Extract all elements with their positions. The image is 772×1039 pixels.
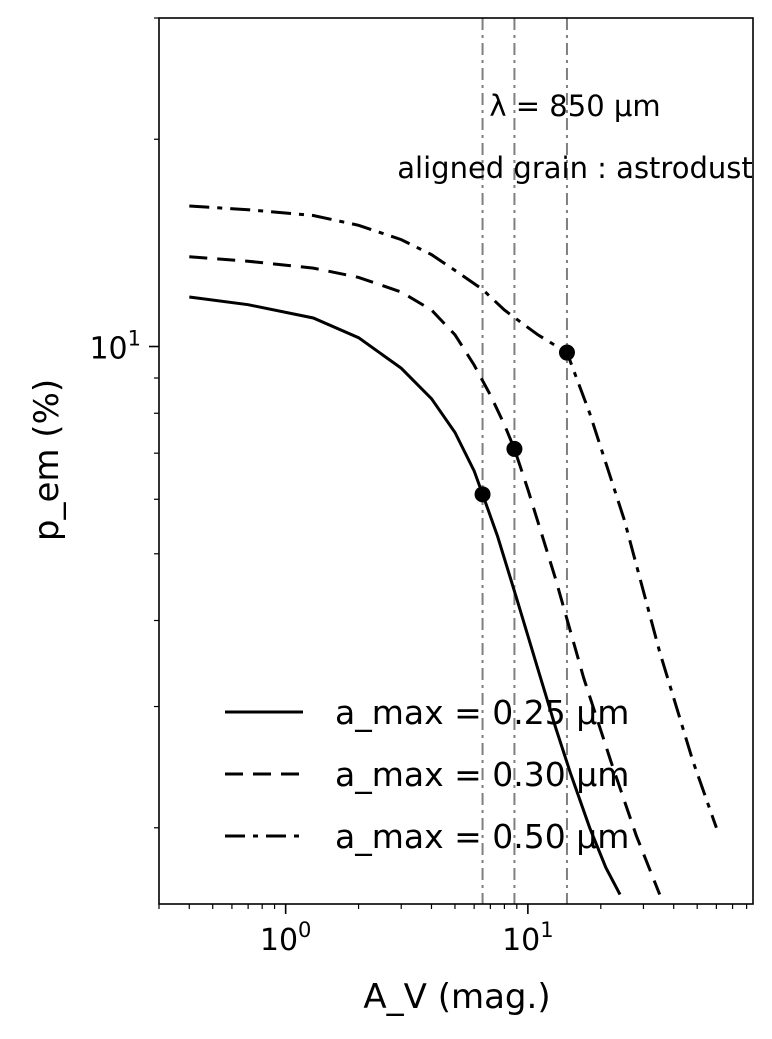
y-axis-label: p_em (%) (27, 379, 67, 541)
series-line-dashed (189, 255, 662, 896)
marker-point-0 (474, 486, 491, 503)
x-tick-label-0: 100 (260, 918, 312, 958)
annotation-wavelength: λ = 850 μm (489, 89, 660, 123)
marker-point-1 (506, 440, 523, 457)
plot-frame (158, 17, 754, 905)
x-axis-label: A_V (mag.) (363, 977, 550, 1017)
legend: a_max = 0.25 μm a_max = 0.30 μm a_max = … (225, 693, 629, 856)
legend-label-025: a_max = 0.25 μm (335, 693, 629, 732)
axis-ticks: 100 101 101 (89, 17, 748, 958)
y-tick-label-0: 101 (89, 327, 141, 367)
series-line-solid (189, 295, 622, 896)
legend-label-050: a_max = 0.50 μm (335, 817, 629, 856)
x-tick-label-1: 101 (502, 918, 554, 958)
legend-label-030: a_max = 0.30 μm (335, 755, 629, 794)
series-line-dashdot (189, 204, 718, 829)
aligned-grain-markers (474, 344, 575, 503)
annotation-grain-model: aligned grain : astrodust (397, 151, 752, 185)
marker-point-2 (558, 344, 575, 361)
wavelength-reference-lines (481, 18, 568, 904)
